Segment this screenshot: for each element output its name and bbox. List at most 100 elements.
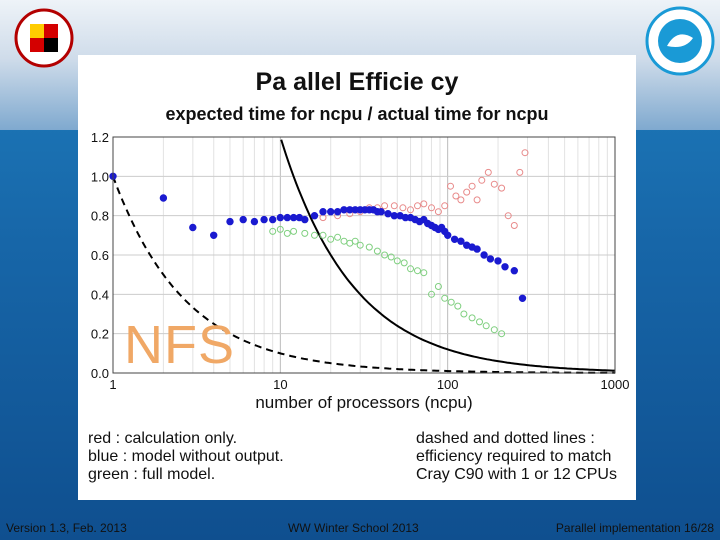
slide-title: Pa allel Efficie cy <box>255 68 459 96</box>
data-point-red <box>434 208 442 216</box>
data-point-red <box>463 188 471 196</box>
reference-curve-dashed <box>112 175 615 374</box>
data-point-green <box>373 247 381 255</box>
data-point-blue <box>457 237 465 245</box>
chart-axes: 0.0 0.2 0.4 0.6 0.8 1.0 1.2 1 10 100 1000 number of… <box>91 130 630 412</box>
legend-lines-line3: Cray C90 with 1 or 12 CPUs <box>416 466 617 483</box>
efficiency-chart: 0.0 0.2 0.4 0.6 0.8 1.0 1.2 1 10 100 1000 number of… <box>91 130 630 412</box>
data-point-green <box>365 243 373 251</box>
data-point-green <box>447 298 455 306</box>
data-point-blue <box>473 245 481 253</box>
footer-page: Parallel implementation 16/28 <box>555 521 714 535</box>
data-point-green <box>340 237 348 245</box>
data-point-green <box>434 283 442 290</box>
data-point-red <box>498 184 506 192</box>
data-point-blue <box>260 215 268 224</box>
national-weather-service-logo-icon <box>645 6 715 76</box>
data-point-red <box>447 182 454 190</box>
y-tick-label: 0.6 <box>91 248 109 263</box>
data-point-blue <box>327 208 335 216</box>
data-point-blue <box>283 213 292 222</box>
y-tick-label: 0.2 <box>91 327 109 342</box>
data-point-green <box>351 237 359 245</box>
data-point-red <box>381 202 389 210</box>
legend-blue: blue : model without output. <box>88 448 284 465</box>
y-tick-label: 1.0 <box>91 169 109 184</box>
data-point-green <box>414 267 421 275</box>
reference-curves <box>112 139 615 374</box>
legend-green: green : full model. <box>88 466 216 483</box>
chart-grid <box>112 136 615 374</box>
data-point-green <box>283 229 291 237</box>
x-tick-label: 1 <box>109 377 116 392</box>
data-point-green <box>311 231 318 239</box>
data-point-red <box>473 196 481 204</box>
data-point-green <box>468 314 476 322</box>
data-point-blue <box>510 267 518 275</box>
data-point-red <box>510 222 518 229</box>
data-point-red <box>420 200 428 208</box>
data-point-green <box>276 225 284 233</box>
data-point-green <box>400 259 408 267</box>
data-point-blue <box>377 208 385 216</box>
data-point-blue <box>501 263 509 271</box>
data-point-green <box>428 290 435 298</box>
chart-subtitle: expected time for ncpu / actual time for… <box>165 104 549 124</box>
data-point-red <box>457 196 465 204</box>
data-point-green <box>407 265 414 273</box>
data-point-green <box>301 229 309 237</box>
data-point-red <box>521 149 529 157</box>
data-point-green <box>393 257 401 265</box>
data-point-blue <box>518 294 527 303</box>
data-point-blue <box>450 235 459 244</box>
y-tick-label: 0.0 <box>91 366 109 381</box>
y-tick-label: 0.8 <box>91 209 109 224</box>
data-point-red <box>490 180 498 188</box>
data-point-blue <box>210 231 218 240</box>
data-point-red <box>407 206 414 214</box>
legend-red: red : calculation only. <box>88 430 238 447</box>
data-point-green <box>381 251 389 259</box>
data-point-blue <box>276 213 285 222</box>
data-point-green <box>460 310 468 318</box>
data-point-green <box>441 294 449 302</box>
data-point-blue <box>159 194 168 202</box>
data-point-blue <box>269 215 277 224</box>
data-point-blue <box>301 215 309 224</box>
data-point-blue <box>226 217 234 226</box>
data-point-green <box>269 227 277 235</box>
data-point-green <box>319 231 327 239</box>
data-point-red <box>414 202 421 210</box>
data-point-red <box>504 212 512 220</box>
data-point-blue <box>384 210 392 218</box>
data-point-red <box>452 192 460 200</box>
slide-panel <box>78 55 636 500</box>
data-point-green <box>290 227 298 235</box>
data-point-green <box>420 269 428 277</box>
data-point-red <box>428 204 435 212</box>
y-tick-label: 0.4 <box>91 287 109 302</box>
data-point-green <box>498 330 506 338</box>
x-tick-label: 10 <box>273 377 287 392</box>
data-point-blue <box>250 217 259 226</box>
data-point-blue <box>189 223 197 232</box>
legend-right: dashed and dotted lines : efficiency req… <box>416 430 617 484</box>
data-point-red <box>468 182 476 190</box>
data-point-green <box>454 302 462 310</box>
data-point-green <box>387 253 395 261</box>
plot-frame <box>112 136 616 374</box>
x-tick-label: 1000 <box>601 377 630 392</box>
data-point-green <box>356 241 364 249</box>
y-tick-label: 1.2 <box>91 130 109 145</box>
data-point-blue <box>494 257 502 265</box>
data-point-blue <box>444 231 452 240</box>
data-point-blue <box>319 208 327 216</box>
data-point-blue <box>480 251 488 259</box>
data-point-red <box>478 176 486 184</box>
data-point-red <box>516 168 524 176</box>
legend-lines-line1: dashed and dotted lines : <box>416 430 595 447</box>
legend-lines-line2: efficiency required to match <box>416 448 612 465</box>
data-point-green <box>327 235 335 243</box>
data-point-blue <box>310 212 319 220</box>
data-point-red <box>441 202 449 210</box>
